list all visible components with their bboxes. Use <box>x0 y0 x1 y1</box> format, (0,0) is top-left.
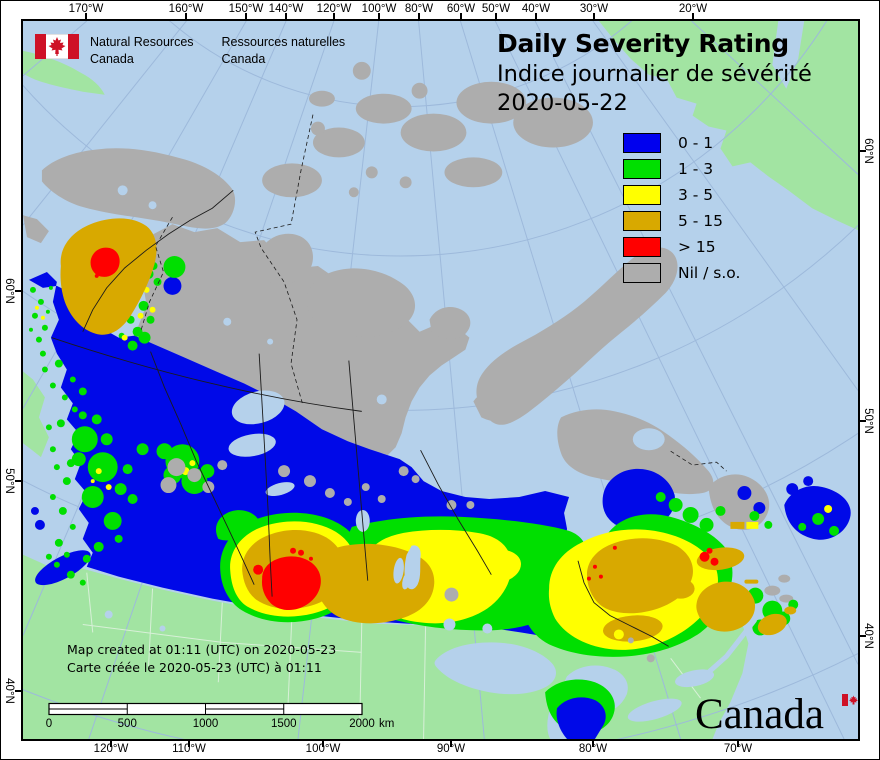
coordinate-label: 150°W <box>228 3 264 15</box>
map-date: 2020-05-22 <box>497 90 628 116</box>
coordinate-label: 20°W <box>678 3 708 15</box>
dept-fr-line2: Canada <box>221 51 266 66</box>
coordinate-label: 40°N <box>3 678 15 704</box>
coordinate-label: 50°N <box>862 408 874 434</box>
legend-row: 1 - 3 <box>623 159 740 179</box>
legend-label: Nil / s.o. <box>678 264 741 282</box>
dept-name-en: Natural Resources Canada <box>90 34 194 68</box>
admin-borders <box>51 114 727 647</box>
coordinate-label: 60°N <box>3 278 15 304</box>
canada-wordmark: Canada <box>695 691 858 739</box>
coordinate-tick <box>860 635 866 637</box>
canada-dsr-map <box>23 21 858 739</box>
coordinate-label: 120°W <box>316 3 352 15</box>
wordmark-text: Canada <box>695 691 824 738</box>
coordinate-label: 110°W <box>172 743 206 755</box>
coordinate-tick <box>110 741 112 747</box>
coordinate-label: 160°W <box>168 3 204 15</box>
coordinate-label: 100°W <box>305 743 341 755</box>
scale-label: 1000 <box>192 718 219 730</box>
coordinate-tick <box>450 741 452 747</box>
coordinate-label: 40°N <box>862 623 874 649</box>
south-ontario <box>545 618 757 739</box>
legend: 0 - 1 1 - 3 3 - 5 5 - 15 > 15 Nil / s.o. <box>623 133 740 289</box>
coordinate-label: 140°W <box>268 3 304 15</box>
legend-row: > 15 <box>623 237 740 257</box>
coordinate-label: 70°W <box>723 743 753 755</box>
dept-en-line2: Canada <box>90 51 134 66</box>
canada-flag-icon <box>35 34 79 59</box>
map-title-fr: Indice journalier de sévérité <box>497 61 812 87</box>
legend-label: 0 - 1 <box>678 134 714 152</box>
map-title-block: Daily Severity Rating Indice journalier … <box>497 29 812 116</box>
legend-label: 3 - 5 <box>678 186 714 204</box>
legend-swatch <box>623 159 661 179</box>
legend-label: > 15 <box>678 238 716 256</box>
creation-note-en: Map created at 01:11 (UTC) on 2020-05-23 <box>67 642 337 657</box>
coordinate-label: 60°W <box>446 3 476 15</box>
legend-row: Nil / s.o. <box>623 263 740 283</box>
greenland-strait <box>772 21 805 89</box>
coordinate-label: 50°N <box>3 468 15 494</box>
legend-label: 5 - 15 <box>678 212 724 230</box>
coordinate-label: 40°W <box>521 3 551 15</box>
coordinate-label: 170°W <box>68 3 104 15</box>
legend-swatch <box>623 185 661 205</box>
legend-swatch <box>623 211 661 231</box>
legend-row: 5 - 15 <box>623 211 740 231</box>
dept-en-line1: Natural Resources <box>90 35 194 49</box>
coordinate-tick <box>592 741 594 747</box>
coordinate-label: 120°W <box>93 743 129 755</box>
scale-unit: km <box>379 718 395 730</box>
legend-row: 0 - 1 <box>623 133 740 153</box>
coordinate-label: 30°W <box>579 3 609 15</box>
map-area: Natural Resources Canada Ressources natu… <box>21 19 860 741</box>
coordinate-label: 50°W <box>481 3 511 15</box>
scale-bar-graphic <box>48 702 363 716</box>
coordinate-tick <box>860 150 866 152</box>
coordinate-label: 60°N <box>862 138 874 164</box>
scale-bar: 0 500 1000 1500 2000 km <box>45 702 413 736</box>
coordinate-label: 100°W <box>361 3 397 15</box>
legend-swatch <box>623 263 661 283</box>
legend-swatch <box>623 237 661 257</box>
coordinate-label: 90°W <box>436 743 466 755</box>
dept-name-fr: Ressources naturelles Canada <box>222 34 346 68</box>
legend-row: 3 - 5 <box>623 185 740 205</box>
legend-swatch <box>623 133 661 153</box>
scale-label: 2000 <box>349 718 375 730</box>
coordinate-tick <box>860 420 866 422</box>
scale-label: 0 <box>45 718 53 730</box>
coordinate-label: 80°W <box>578 743 608 755</box>
coordinate-tick <box>322 741 324 747</box>
scale-label: 1500 <box>270 718 297 730</box>
government-signature: Natural Resources Canada Ressources natu… <box>35 34 345 68</box>
dept-fr-line1: Ressources naturelles <box>221 35 346 49</box>
coordinate-tick <box>188 741 190 747</box>
coordinate-tick <box>737 741 739 747</box>
dsr-gt15-regions <box>90 247 719 611</box>
map-title-en: Daily Severity Rating <box>497 29 789 58</box>
creation-note: Map created at 01:11 (UTC) on 2020-05-23… <box>67 641 336 677</box>
coordinate-label: 80°W <box>404 3 434 15</box>
creation-note-fr: Carte créée le 2020-05-23 (UTC) à 01:11 <box>67 660 322 676</box>
legend-label: 1 - 3 <box>678 160 714 178</box>
scale-label: 500 <box>117 718 137 730</box>
wordmark-flag-icon <box>842 694 858 706</box>
